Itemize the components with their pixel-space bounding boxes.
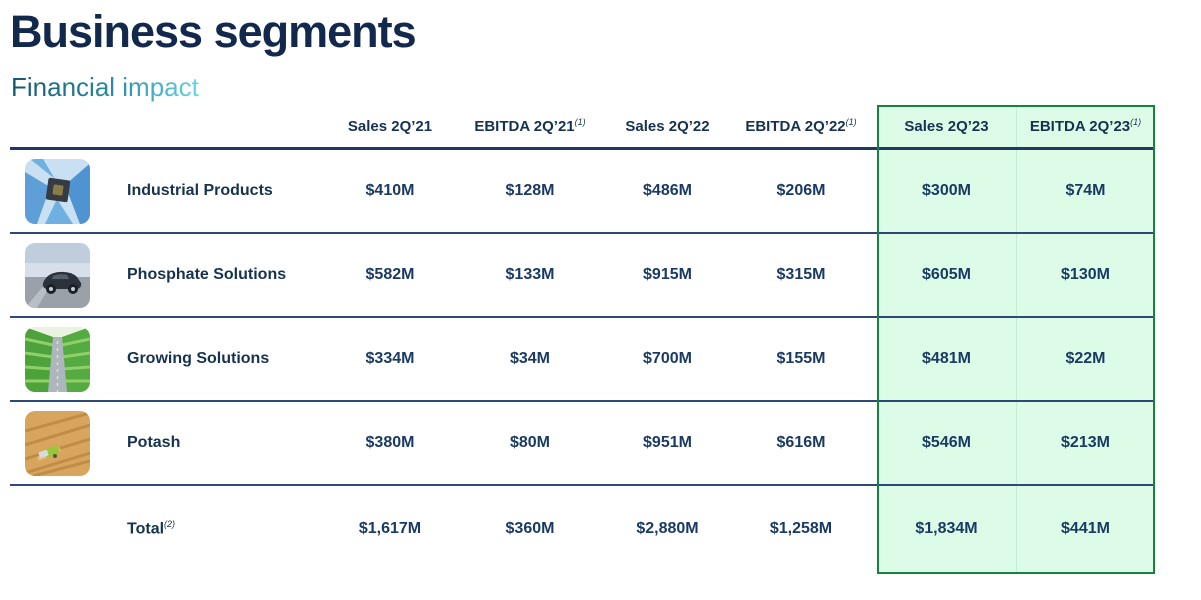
page-title: Business segments (10, 6, 417, 57)
total-ebitda-2q21: $360M (505, 519, 555, 537)
business-segments-table: Sales 2Q’21 EBITDA 2Q’21(1) Sales 2Q’22 … (10, 105, 1155, 574)
table-row-phosphate-solutions: Phosphate Solutions $582M $133M $915M $3… (10, 234, 1155, 318)
cell-sales-2q22: $915M (643, 266, 692, 283)
total-ebitda-2q22: $1,258M (769, 519, 833, 537)
cell-sales-2q23: $481M (922, 350, 971, 367)
microchip-gloves-image (25, 158, 90, 224)
cell-sales-2q23: $300M (922, 182, 971, 199)
cell-sales-2q23: $605M (922, 266, 971, 283)
column-header-sales-2q22: Sales 2Q’22 (625, 118, 710, 135)
cell-sales-2q21: $334M (365, 350, 415, 367)
table-header-row: Sales 2Q’21 EBITDA 2Q’21(1) Sales 2Q’22 … (10, 105, 1155, 150)
table-row-industrial-products: Industrial Products $410M $128M $486M $2… (10, 150, 1155, 234)
table-row-growing-solutions: Growing Solutions $334M $34M $700M $155M… (10, 318, 1155, 402)
table-row-potash: Potash $380M $80M $951M $616M $546M $213… (10, 402, 1155, 486)
total-sales-2q21: $1,617M (358, 519, 422, 537)
total-sales-2q23: $1,834M (915, 519, 978, 537)
column-header-ebitda-2q21: EBITDA 2Q’21(1) (474, 117, 586, 135)
cell-sales-2q21: $582M (365, 266, 415, 283)
cell-sales-2q21: $410M (365, 182, 415, 199)
cell-ebitda-2q21: $80M (509, 434, 551, 451)
footnote-1-marker: (1) (1130, 117, 1142, 127)
cell-sales-2q23: $546M (922, 434, 971, 451)
cell-sales-2q21: $380M (365, 434, 415, 451)
segment-image-cell (10, 410, 115, 476)
page-subtitle: Financial impact (11, 72, 199, 102)
column-header-sales-2q23: Sales 2Q’23 (904, 118, 989, 135)
cell-ebitda-2q23: $74M (1065, 182, 1106, 199)
cell-ebitda-2q21: $34M (509, 350, 551, 367)
cell-sales-2q22: $951M (643, 434, 692, 451)
total-label: Total(2) (127, 518, 176, 538)
total-sales-2q22: $2,880M (636, 519, 699, 537)
total-ebitda-2q23: $441M (1061, 519, 1110, 537)
highlight-column-separator (1016, 107, 1017, 572)
table-row-total: Total(2) $1,617M $360M $2,880M $1,258M $… (10, 486, 1155, 571)
cell-ebitda-2q23: $213M (1061, 434, 1110, 451)
column-header-ebitda-2q23: EBITDA 2Q’23(1) (1029, 117, 1142, 135)
cell-ebitda-2q22: $155M (776, 350, 826, 367)
footnote-2-marker: (2) (164, 518, 176, 529)
segment-label: Potash (127, 434, 181, 451)
cell-ebitda-2q23: $130M (1061, 266, 1110, 283)
segment-label: Phosphate Solutions (127, 266, 287, 283)
segment-image-cell (10, 326, 115, 392)
cell-sales-2q22: $700M (643, 350, 692, 367)
segment-image-cell (10, 158, 115, 224)
cell-ebitda-2q21: $133M (505, 266, 555, 283)
harvester-field-image (25, 410, 90, 476)
cell-ebitda-2q22: $616M (776, 434, 826, 451)
car-on-road-image (25, 242, 90, 308)
segment-label: Growing Solutions (127, 350, 270, 367)
vertical-farm-image (25, 326, 90, 392)
column-header-ebitda-2q22: EBITDA 2Q’22(1) (745, 117, 857, 135)
cell-ebitda-2q22: $315M (776, 266, 826, 283)
cell-ebitda-2q23: $22M (1065, 350, 1106, 367)
footnote-1-marker: (1) (845, 117, 857, 127)
cell-ebitda-2q21: $128M (505, 182, 555, 199)
segment-label: Industrial Products (127, 182, 273, 199)
footnote-1-marker: (1) (574, 117, 586, 127)
segment-image-cell (10, 242, 115, 308)
cell-sales-2q22: $486M (643, 182, 692, 199)
cell-ebitda-2q22: $206M (776, 182, 826, 199)
column-header-sales-2q21: Sales 2Q’21 (347, 118, 433, 135)
